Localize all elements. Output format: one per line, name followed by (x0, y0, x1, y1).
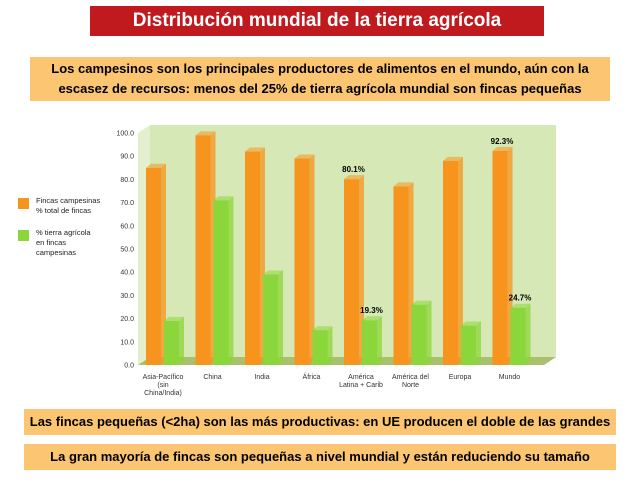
legend-label-line: % tierra agrícola (36, 228, 91, 237)
bar-front (164, 320, 179, 365)
bar-front (344, 179, 359, 365)
bar-top (312, 326, 333, 331)
x-tick-label: América del Norte (392, 374, 429, 389)
legend-swatch-orange (18, 198, 29, 209)
y-tick-label: 100.0 (116, 131, 134, 138)
note-majority: La gran mayoría de fincas son pequeñas a… (24, 444, 616, 470)
legend-item-tierra: % tierra agrícola en fincas campesinas (18, 228, 118, 258)
x-tick-label: Asia-Pacífico (sin China/India) (143, 374, 184, 397)
bar-side (161, 163, 166, 365)
legend-label-line: en fincas (36, 238, 67, 247)
y-tick-label: 10.0 (120, 339, 134, 346)
bar-side (359, 175, 364, 365)
bar-fincas-5 (393, 182, 414, 365)
y-tick-label: 20.0 (120, 316, 134, 323)
bar-front (362, 320, 377, 365)
bar-tierra-1 (213, 196, 234, 365)
y-tick-label: 0.0 (124, 363, 134, 370)
bar-tierra-6 (461, 321, 481, 365)
x-tick-label: India (254, 374, 269, 381)
bar-front (245, 151, 260, 365)
bar-tierra-3 (312, 326, 333, 365)
bar-top (146, 163, 166, 168)
bar-front (443, 160, 458, 365)
bar-top (492, 146, 513, 151)
bar-top (263, 270, 283, 275)
bar-chart: 100.0 90.0 80.0 70.0 60.0 50.0 40.0 30.0 20.0 10.… (116, 125, 556, 397)
bar-side (179, 316, 184, 365)
bar-tierra-7 (510, 303, 531, 365)
y-tick-label: 60.0 (120, 223, 134, 230)
bar-front (294, 158, 310, 365)
x-tick-label: Europa (449, 374, 472, 381)
data-label: 19.3% (360, 306, 383, 315)
bar-tierra-5 (411, 300, 432, 365)
bar-front (411, 304, 427, 365)
bar-top (164, 316, 184, 321)
bar-top (245, 147, 265, 152)
data-label: 92.3% (491, 137, 514, 146)
bar-side (228, 196, 234, 365)
legend-label-line: Fincas campesinas (36, 196, 101, 205)
y-tick-label: 50.0 (120, 247, 134, 254)
bar-top (461, 321, 481, 326)
bar-fincas-0 (146, 163, 166, 365)
bar-fincas-4 (344, 175, 364, 365)
bar-front (312, 330, 328, 365)
x-tick-label: África (303, 372, 321, 381)
bar-top (195, 131, 216, 136)
bar-top (294, 154, 315, 159)
bar-side (476, 321, 481, 365)
y-tick-label: 30.0 (120, 293, 134, 300)
bar-side (278, 270, 283, 365)
bar-tierra-0 (164, 316, 184, 365)
bar-fincas-2 (245, 147, 265, 365)
y-tick-label: 40.0 (120, 270, 134, 277)
bar-front (492, 150, 508, 365)
subtitle-box: Los campesinos son los principales produ… (30, 57, 610, 101)
bar-top (510, 303, 531, 308)
bar-front (263, 274, 278, 365)
bar-top (393, 182, 414, 187)
y-tick-label: 90.0 (120, 154, 134, 161)
x-tick-label: China (203, 374, 221, 381)
bar-front (510, 307, 526, 365)
bar-front (461, 325, 476, 365)
bar-fincas-3 (294, 154, 315, 365)
bar-side (377, 316, 382, 365)
bar-tierra-4 (362, 316, 382, 365)
bar-side (426, 300, 432, 365)
legend-label-line: % total de fincas (36, 206, 92, 215)
bar-top (411, 300, 432, 305)
bar-top (344, 175, 364, 180)
bar-side (458, 156, 463, 365)
bar-tierra-2 (263, 270, 283, 365)
data-label: 24.7% (509, 294, 532, 303)
bar-top (362, 316, 382, 321)
legend: Fincas campesinas % total de fincas % ti… (18, 196, 118, 270)
bar-top (443, 156, 463, 161)
legend-swatch-green (18, 230, 29, 241)
bar-front (393, 186, 409, 365)
bar-top (213, 196, 234, 201)
bar-side (309, 154, 315, 365)
bar-fincas-6 (443, 156, 463, 365)
bar-side (525, 303, 531, 365)
legend-item-fincas: Fincas campesinas % total de fincas (18, 196, 118, 216)
bar-fincas-1 (195, 131, 216, 365)
bar-fincas-7 (492, 146, 513, 365)
bar-side (327, 326, 333, 365)
bar-front (146, 167, 161, 365)
chart-title: Distribución mundial de la tierra agríco… (90, 6, 544, 36)
note-productivity: Las fincas pequeñas (<2ha) son las más p… (24, 409, 616, 435)
y-tick-label: 80.0 (120, 177, 134, 184)
bar-front (195, 135, 211, 365)
y-tick-label: 70.0 (120, 200, 134, 207)
data-label: 80.1% (342, 165, 365, 174)
legend-label-line: campesinas (36, 248, 77, 257)
bar-front (213, 200, 229, 365)
x-tick-label: América Latina + Carib (339, 374, 383, 389)
x-tick-label: Mundo (499, 374, 521, 381)
